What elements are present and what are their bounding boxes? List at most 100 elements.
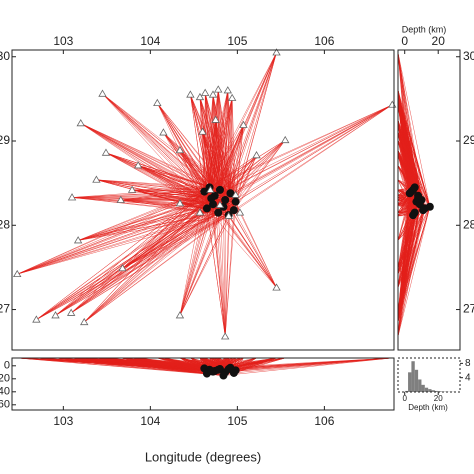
ray (228, 215, 277, 288)
ray (78, 191, 205, 241)
ray (230, 139, 286, 194)
ray-depth-section (397, 90, 431, 207)
event (214, 208, 223, 217)
x-tick-label-top: 106 (314, 34, 334, 48)
event-section (229, 368, 238, 377)
ray-depth-section (397, 206, 431, 337)
station (175, 199, 185, 207)
ray (179, 208, 208, 316)
ray-depth-section (397, 194, 415, 213)
station (281, 135, 290, 144)
ray (204, 119, 216, 192)
station (175, 145, 185, 154)
x-axis-label: Longitude (degrees) (145, 449, 261, 464)
ray (209, 139, 286, 188)
station (198, 127, 207, 135)
station (200, 88, 210, 96)
ray (102, 93, 214, 205)
ray (204, 104, 393, 192)
ray (199, 212, 229, 216)
x-tick-label-bottom: 106 (314, 414, 334, 428)
ray-depth-section (397, 140, 431, 207)
ray (211, 90, 229, 199)
ray (36, 187, 210, 320)
hist-x-tick-label: 0 (402, 394, 407, 403)
ray (209, 124, 244, 188)
histogram-bar (414, 369, 419, 392)
histogram-bar (434, 390, 439, 392)
ray (84, 187, 210, 323)
section-tick-label: 20 (0, 373, 10, 385)
ray-lon-section (84, 357, 224, 376)
station (116, 195, 125, 203)
station (76, 119, 85, 127)
ray-depth-section (397, 210, 424, 337)
section-tick-label: 60 (0, 399, 10, 411)
ray (157, 102, 212, 199)
ray (71, 198, 212, 314)
histogram-bar (411, 361, 415, 392)
ray (218, 212, 277, 288)
ray (209, 155, 257, 188)
ray (224, 199, 277, 288)
event (207, 194, 216, 203)
hist-y-tick-label: 4 (465, 372, 471, 383)
event (231, 197, 240, 206)
ray-depth-section (397, 97, 431, 207)
x-tick-label-bottom: 103 (53, 414, 73, 428)
ray (132, 187, 210, 191)
ray (84, 198, 212, 323)
event-section (207, 367, 216, 375)
ray (179, 212, 219, 316)
y-tick-label: 28 (0, 217, 10, 231)
event (202, 204, 211, 213)
station (195, 208, 205, 216)
histogram-bar (404, 390, 409, 392)
event-depth (409, 211, 418, 220)
ray (204, 124, 244, 192)
station (388, 100, 397, 108)
station (101, 148, 111, 156)
ray (217, 212, 226, 337)
x-tick-label-top: 103 (53, 34, 73, 48)
station (206, 185, 215, 193)
station (159, 128, 168, 136)
ray (215, 119, 221, 190)
ray (17, 208, 207, 275)
station (211, 115, 220, 123)
ray-lon-section (223, 357, 393, 376)
section-tick-label: 40 (0, 386, 10, 398)
ray (78, 203, 214, 241)
ray-depth-section (397, 209, 424, 213)
ray (233, 52, 277, 211)
ray-depth-section (397, 204, 421, 337)
ray (199, 97, 205, 192)
ray (17, 189, 221, 275)
event-depth (414, 194, 423, 203)
ray (84, 209, 235, 323)
y-tick-label-right: 30 (463, 49, 474, 63)
x-tick-label-top: 104 (140, 34, 160, 48)
ray (179, 206, 224, 316)
station (32, 315, 41, 323)
y-tick-label-right: 28 (463, 217, 474, 231)
hist-x-tick-label: 20 (434, 394, 443, 403)
section-frame (11, 357, 395, 411)
y-tick-label: 29 (0, 133, 10, 147)
ray (224, 215, 229, 337)
ray (215, 119, 236, 202)
station (223, 86, 232, 94)
event (229, 206, 238, 215)
depth-axis-label: Depth (km) (402, 24, 447, 34)
ray (55, 199, 226, 316)
ray-depth-section (397, 90, 426, 209)
station (175, 311, 185, 319)
ray-lon-section (235, 357, 286, 371)
event-depth (425, 202, 434, 211)
station (224, 211, 233, 219)
y-tick-label-right: 27 (463, 302, 474, 316)
ray (179, 204, 214, 316)
ray (17, 187, 210, 275)
ray-lon-section (233, 357, 286, 374)
ray-depth-section (397, 206, 431, 288)
